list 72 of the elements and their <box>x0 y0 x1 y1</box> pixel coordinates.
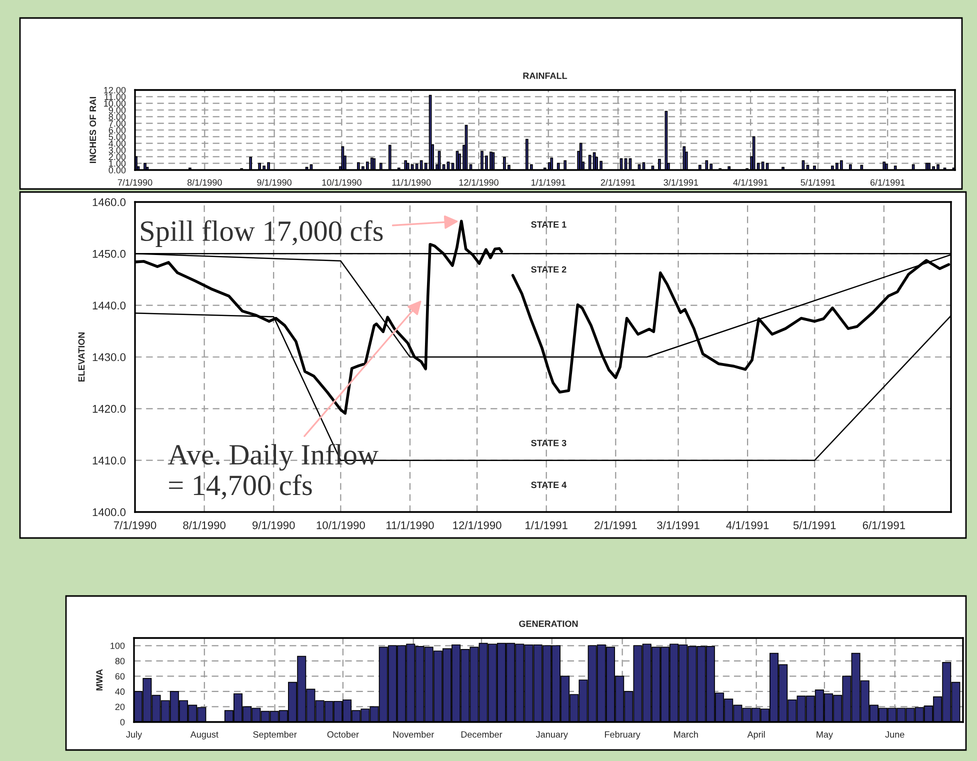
x-tick-label: February <box>604 731 640 740</box>
x-tick-label: 10/1/1990 <box>316 521 365 530</box>
x-tick-label: 8/1/1990 <box>183 521 226 530</box>
x-tick-label: 12/1/1990 <box>453 521 502 530</box>
x-tick-label: November <box>393 731 434 738</box>
x-tick-label: 6/1/1991 <box>862 521 906 530</box>
y-axis-title: INCHES OF RAI <box>90 97 96 163</box>
y-tick-label: 1460.0 <box>92 198 126 206</box>
x-tick-label: May <box>816 731 833 740</box>
x-tick-label: August <box>190 731 218 740</box>
x-tick-label: 9/1/1990 <box>257 179 292 186</box>
x-tick-label: March <box>674 731 698 738</box>
y-tick-label: 5.00 <box>108 134 126 140</box>
x-tick-label: 9/1/1990 <box>252 521 295 530</box>
x-tick-label: 7/1/1990 <box>114 521 156 530</box>
y-tick-label: 12.00 <box>104 86 126 94</box>
chart-title: RAINFALL <box>523 72 568 79</box>
y-tick-label: 1440.0 <box>92 302 126 310</box>
x-tick-label: 4/1/1991 <box>726 521 769 530</box>
x-tick-label: 3/1/1991 <box>657 521 700 530</box>
x-tick-label: 11/1/1990 <box>392 179 431 186</box>
y-tick-label: 80 <box>115 658 125 664</box>
x-tick-label: 5/1/1991 <box>793 521 836 530</box>
x-tick-label: 8/1/1990 <box>187 179 222 186</box>
x-tick-label: 2/1/1991 <box>594 521 637 530</box>
x-tick-label: 12/1/1990 <box>459 179 498 186</box>
chart-title: GENERATION <box>519 620 578 627</box>
y-tick-label: 0.00 <box>108 166 126 174</box>
y-tick-label: 4.00 <box>108 140 126 147</box>
y-axis-title: MWA <box>96 669 102 690</box>
x-tick-label: 11/1/1990 <box>386 521 434 530</box>
x-tick-label: 4/1/1991 <box>733 179 768 186</box>
x-tick-label: 1/1/1991 <box>526 521 568 530</box>
y-axis-title: ELEVATION <box>78 332 85 382</box>
x-tick-label: July <box>126 731 142 740</box>
y-tick-label: 1430.0 <box>92 353 126 362</box>
x-tick-label: 5/1/1991 <box>800 179 836 186</box>
y-tick-label: 7.00 <box>108 120 126 127</box>
y-tick-label: 0 <box>120 718 125 726</box>
x-tick-label: 3/1/1991 <box>664 179 698 186</box>
x-tick-label: October <box>327 731 359 738</box>
y-tick-label: 1400.0 <box>92 508 126 516</box>
x-tick-label: 6/1/1991 <box>870 179 905 186</box>
annotation: STATE 1 <box>531 221 566 228</box>
y-tick-label: 1450.0 <box>92 250 126 258</box>
annotation: Spill flow 17,000 cfs <box>141 220 383 247</box>
x-tick-label: 7/1/1990 <box>118 179 152 186</box>
y-tick-label: 6.00 <box>108 126 126 134</box>
y-tick-label: 10.00 <box>104 100 126 107</box>
y-tick-label: 60 <box>115 673 125 680</box>
y-tick-label: 8.00 <box>108 114 126 120</box>
x-tick-label: June <box>885 731 904 738</box>
y-tick-label: 2.00 <box>108 154 126 160</box>
y-tick-label: 1410.0 <box>92 456 126 464</box>
x-tick-label: December <box>461 731 502 738</box>
x-tick-label: 10/1/1990 <box>322 179 362 186</box>
y-tick-label: 3.00 <box>108 146 126 154</box>
y-tick-label: 1420.0 <box>92 404 126 413</box>
annotation: STATE 2 <box>531 266 566 273</box>
x-tick-label: January <box>536 731 568 740</box>
y-tick-label: 40 <box>115 688 125 695</box>
y-tick-label: 9.00 <box>108 106 126 114</box>
y-tick-label: 100 <box>110 642 125 649</box>
x-tick-label: September <box>253 731 297 740</box>
annotation: STATE 3 <box>531 440 566 446</box>
y-tick-label: 1.00 <box>109 160 126 167</box>
y-tick-label: 11.00 <box>104 94 126 100</box>
x-tick-label: April <box>747 731 765 740</box>
x-tick-label: 2/1/1991 <box>600 179 636 186</box>
annotation: STATE 4 <box>531 482 567 488</box>
x-tick-label: 1/1/1991 <box>531 179 566 186</box>
y-tick-label: 20 <box>115 704 125 710</box>
